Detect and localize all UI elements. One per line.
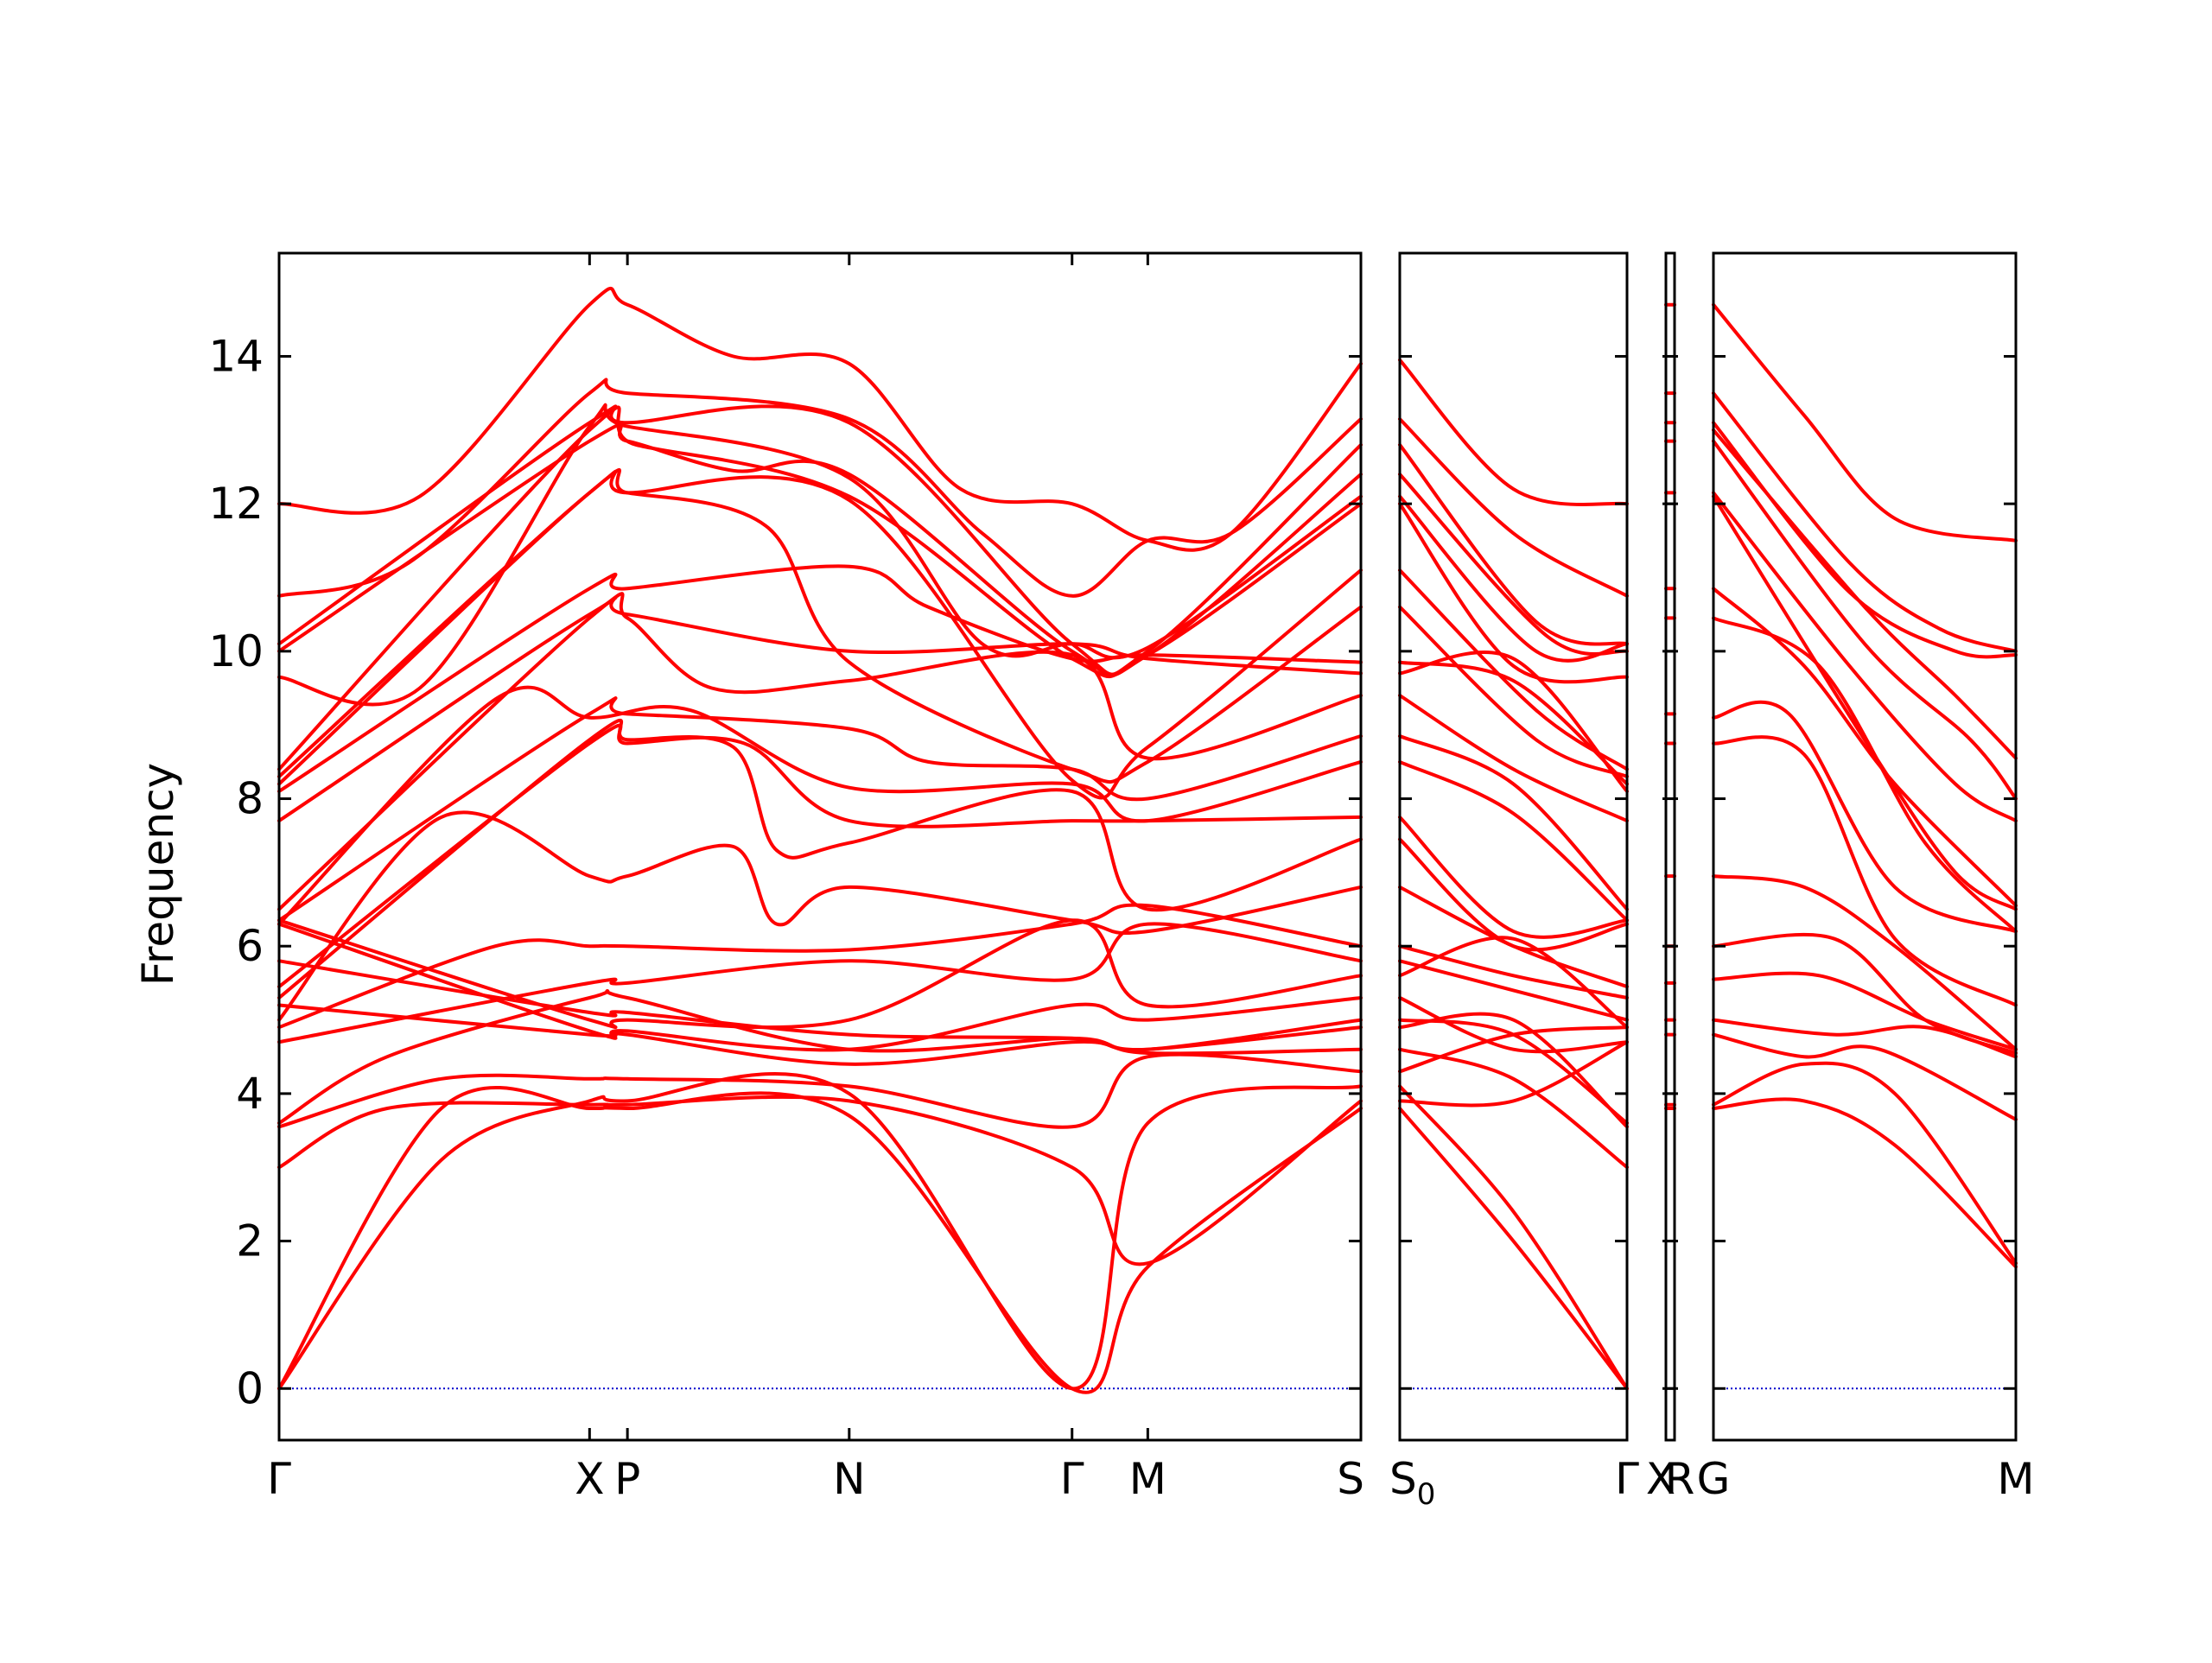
band-p1-15 bbox=[277, 810, 1363, 1022]
y-tick-label-3: 6 bbox=[236, 921, 264, 971]
band-p1-2 bbox=[277, 404, 1363, 676]
y-axis-label: Frequency bbox=[133, 763, 183, 986]
band-p4-13 bbox=[1712, 971, 2018, 1051]
band-p2-5 bbox=[1398, 502, 1629, 684]
band-p2-2 bbox=[1398, 442, 1629, 646]
band-p1-10 bbox=[277, 592, 1363, 911]
y-tick-label-0: 0 bbox=[236, 1363, 264, 1413]
band-p2-22 bbox=[1398, 1047, 1629, 1170]
band-p2-21 bbox=[1398, 1012, 1629, 1129]
band-p1-19 bbox=[277, 922, 1363, 1052]
band-p1-18 bbox=[277, 918, 1363, 1030]
band-p2-12 bbox=[1398, 759, 1629, 923]
band-p1-26 bbox=[277, 1072, 1363, 1391]
band-p2-3 bbox=[1398, 473, 1629, 657]
band-p2-1 bbox=[1398, 417, 1629, 598]
band-p2-6 bbox=[1398, 568, 1629, 771]
band-p2-7 bbox=[1398, 605, 1629, 778]
panel-frame-p4 bbox=[1712, 251, 2018, 1442]
band-p1-0 bbox=[277, 286, 1363, 552]
band-p4-3 bbox=[1712, 428, 2018, 760]
band-p1-8 bbox=[277, 564, 1363, 793]
panel-frames-layer bbox=[277, 251, 2018, 1442]
band-p2-16 bbox=[1398, 944, 1629, 1000]
band-p2-11 bbox=[1398, 734, 1629, 911]
y-tick-label-2: 4 bbox=[236, 1069, 264, 1119]
band-p2-25 bbox=[1398, 1107, 1629, 1391]
band-p4-4 bbox=[1712, 439, 2018, 801]
band-p2-24 bbox=[1398, 1040, 1629, 1108]
band-p4-16 bbox=[1712, 1061, 2018, 1266]
panel-frame-p1 bbox=[277, 251, 1363, 1442]
y-tick-label-7: 14 bbox=[208, 331, 264, 381]
band-p1-16 bbox=[277, 903, 1363, 1030]
y-tick-label-4: 8 bbox=[236, 774, 264, 824]
band-p4-5 bbox=[1712, 491, 2018, 823]
y-tick-label-1: 2 bbox=[236, 1216, 264, 1266]
band-p1-9 bbox=[277, 595, 1363, 823]
band-p2-23 bbox=[1398, 1025, 1629, 1074]
band-p2-17 bbox=[1398, 959, 1629, 1022]
band-p1-25 bbox=[277, 1085, 1363, 1394]
band-p2-4 bbox=[1398, 494, 1629, 663]
band-p1-11 bbox=[277, 696, 1363, 923]
band-p1-4 bbox=[277, 403, 1363, 707]
x-tick-label-p1-6: S bbox=[1337, 1454, 1364, 1504]
x-tick-label-p2-1: Γ bbox=[1615, 1454, 1639, 1504]
band-p1-13 bbox=[277, 723, 1363, 989]
x-tick-label-p3-0: X bbox=[1646, 1454, 1675, 1504]
band-p4-14 bbox=[1712, 1018, 2018, 1059]
band-p2-15 bbox=[1398, 885, 1629, 989]
band-p4-10 bbox=[1712, 735, 2018, 1007]
band-p2-18 bbox=[1398, 936, 1629, 1030]
x-tick-label-p1-1: X bbox=[575, 1454, 604, 1504]
band-p1-14 bbox=[277, 718, 1363, 1000]
band-p4-9 bbox=[1712, 700, 2018, 934]
band-p2-19 bbox=[1398, 996, 1629, 1054]
band-p1-23 bbox=[277, 1052, 1363, 1129]
y-tick-label-6: 12 bbox=[208, 479, 264, 529]
band-p1-17 bbox=[277, 922, 1363, 1044]
band-p4-8 bbox=[1712, 616, 2018, 934]
panel-frame-p2 bbox=[1398, 251, 1629, 1442]
x-tick-label-p4-1: M bbox=[1997, 1454, 2034, 1504]
band-p2-26 bbox=[1398, 1084, 1629, 1391]
band-p1-21 bbox=[277, 1003, 1363, 1066]
band-p2-13 bbox=[1398, 815, 1629, 939]
band-p4-2 bbox=[1712, 421, 2018, 659]
bands-layer bbox=[277, 286, 2018, 1394]
x-tick-label-p1-3: N bbox=[833, 1454, 865, 1504]
band-p1-24 bbox=[277, 1095, 1363, 1266]
x-tick-label-p1-2: P bbox=[614, 1454, 640, 1504]
band-p2-10 bbox=[1398, 694, 1629, 823]
band-p4-11 bbox=[1712, 874, 2018, 1051]
x-tick-label-p1-4: Γ bbox=[1060, 1454, 1084, 1504]
x-tick-label-p1-5: M bbox=[1129, 1454, 1166, 1504]
band-p4-1 bbox=[1712, 391, 2018, 653]
y-tick-label-5: 10 bbox=[208, 626, 264, 676]
x-tick-label-p4-0: G bbox=[1697, 1454, 1731, 1504]
band-p4-0 bbox=[1712, 302, 2018, 543]
band-p1-12 bbox=[277, 685, 1363, 926]
band-p4-7 bbox=[1712, 587, 2018, 908]
x-tick-label-p3-1: R bbox=[1665, 1454, 1695, 1504]
band-p4-15 bbox=[1712, 1032, 2018, 1121]
x-tick-label-p2-0: S0 bbox=[1389, 1454, 1435, 1512]
panel-frame-p3 bbox=[1664, 251, 1676, 1442]
band-p4-17 bbox=[1712, 1097, 2018, 1269]
x-tick-label-p1-0: Γ bbox=[267, 1454, 291, 1504]
band-p2-0 bbox=[1398, 358, 1629, 506]
band-p1-22 bbox=[277, 988, 1363, 1125]
band-p2-9 bbox=[1398, 651, 1629, 793]
